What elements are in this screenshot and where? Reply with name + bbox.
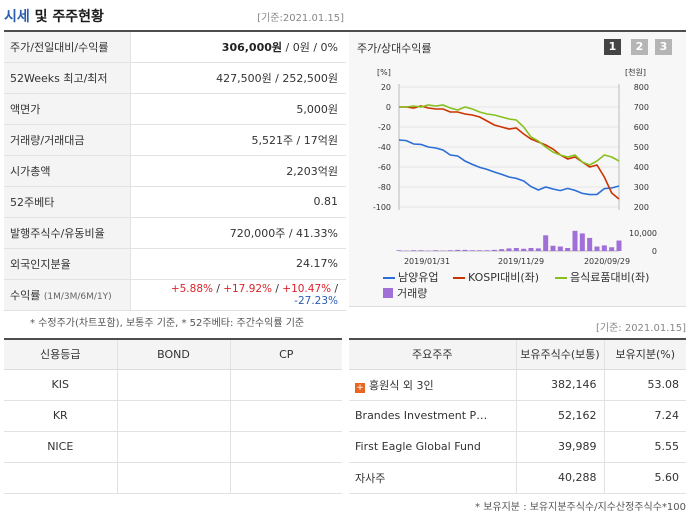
table-row: 시가총액 2,203억원 [4, 155, 346, 187]
left-tick-label: -20 [378, 123, 391, 132]
table-row: KR [4, 400, 342, 432]
right-tick-label: 400 [634, 163, 649, 172]
volume-bar [506, 248, 512, 251]
volume-bar [594, 246, 600, 251]
legend-item: 음식료품대비(좌) [555, 269, 649, 285]
return-3m: +17.92% [223, 282, 273, 295]
table-row: 발행주식수/유동비율 720,000주 / 41.33% [4, 217, 346, 249]
chart-tab-2[interactable]: 2 [631, 39, 648, 55]
left-tick-label: -100 [373, 203, 391, 212]
volume-bar [616, 240, 622, 251]
right-tick-label: 500 [634, 143, 649, 152]
volume-bar [396, 250, 402, 251]
x-tick-label: 2020/09/29 [584, 257, 630, 266]
left-tick-label: -60 [378, 163, 391, 172]
legend-item: 거래량 [383, 285, 427, 301]
volume-bar [447, 250, 453, 251]
volume-bar [484, 250, 490, 251]
price-table: 주가/전일대비/수익률 306,000원 / 0원 / 0% 52Weeks 최… [4, 32, 346, 311]
right-tick-label: 300 [634, 183, 649, 192]
volume-bar [491, 249, 497, 251]
volume-bar [543, 235, 549, 251]
price-note: * 수정주가(차트포함), 보통주 기준, * 52주베타: 주간수익률 기준 [30, 318, 305, 329]
left-tick-label: -80 [378, 183, 391, 192]
return-6m: +10.47% [282, 282, 332, 295]
table-row: 거래량/거래대금 5,521주 / 17억원 [4, 124, 346, 156]
expand-plus-icon[interactable]: + [355, 382, 365, 393]
table-row: Brandes Investment P… 52,162 7.24 [349, 400, 686, 432]
table-row: + 홍원식 외 3인 382,146 53.08 [349, 369, 686, 401]
base-date-2: [기준: 2021.01.15] [595, 323, 686, 334]
table-row [4, 462, 342, 494]
right-tick-label: 700 [634, 103, 649, 112]
volume-bar [521, 248, 527, 251]
section-header: 시세 및 주주현황 [기준:2021.01.15] [4, 6, 344, 28]
table-row: 외국인지분율 24.17% [4, 248, 346, 280]
volume-bar [601, 245, 607, 251]
x-tick-label: 2019/01/31 [404, 257, 450, 266]
right-axis-unit: [천원] [625, 67, 646, 77]
volume-bar [609, 247, 615, 251]
series-line [398, 139, 620, 196]
section-title: 시세 및 주주현황 [4, 9, 104, 25]
volume-tick-label: 10,000 [629, 229, 657, 238]
left-axis-unit: [%] [377, 68, 391, 77]
series-line [399, 104, 620, 166]
volume-bar [418, 250, 424, 251]
volume-tick-label: 0 [652, 247, 657, 256]
table-row: First Eagle Global Fund 39,989 5.55 [349, 431, 686, 463]
table-row: 52주베타 0.81 [4, 186, 346, 218]
top-rule [4, 30, 686, 32]
table-row: 자사주 40,288 5.60 [349, 462, 686, 494]
chart-tab-3[interactable]: 3 [655, 39, 672, 55]
legend-item: KOSPI대비(좌) [453, 269, 539, 285]
return-1m: +5.88% [170, 282, 213, 295]
right-tick-label: 800 [634, 83, 649, 92]
table-row: NICE [4, 431, 342, 463]
table-row: 액면가 5,000원 [4, 93, 346, 125]
credit-table: 신용등급 BOND CP KIS KR NICE [4, 338, 342, 494]
table-row: 52Weeks 최고/최저 427,500원 / 252,500원 [4, 62, 346, 94]
x-tick-label: 2019/11/29 [498, 257, 544, 266]
volume-bar [433, 250, 439, 251]
volume-bar [572, 230, 578, 251]
base-date: [기준:2021.01.15] [257, 13, 344, 24]
return-1y: -27.23% [294, 294, 338, 307]
chart-title: 주가/상대수익률 [357, 42, 432, 55]
right-tick-label: 600 [634, 123, 649, 132]
volume-bar [499, 249, 505, 251]
chart-panel: 주가/상대수익률 1 2 3 [%] [천원] 20 0 -20 -40 -60 -80 -10… [349, 32, 686, 307]
volume-bar [455, 249, 461, 251]
volume-bar [565, 248, 571, 251]
chart-tab-1[interactable]: 1 [604, 39, 621, 55]
legend-item: 남양유업 [383, 269, 438, 285]
left-tick-label: -40 [378, 143, 391, 152]
left-tick-label: 20 [381, 83, 391, 92]
returns-row: 수익률 (1M/3M/6M/1Y) +5.88% / +17.92% / +10… [4, 279, 346, 311]
right-tick-label: 200 [634, 203, 649, 212]
volume-bar [513, 248, 519, 251]
left-tick-label: 0 [386, 103, 391, 112]
series-line [399, 105, 620, 200]
volume-bar [587, 237, 593, 251]
stock-chart: [%] [천원]200-20-40-60-80-10080070060050040… [373, 67, 657, 266]
volume-bar [469, 250, 475, 251]
volume-bar [579, 233, 585, 251]
volume-bar [411, 250, 417, 251]
holder-table: 주요주주 보유주식수(보통) 보유지분(%) + 홍원식 외 3인 382,146… [349, 338, 686, 494]
volume-bar [535, 248, 541, 251]
volume-bar [528, 248, 534, 251]
volume-bar [557, 246, 563, 251]
holder-note: * 보유지분 : 보유지분주식수/지수산정주식수*100 [475, 502, 686, 513]
table-row: 주가/전일대비/수익률 306,000원 / 0원 / 0% [4, 32, 346, 63]
volume-bar [550, 245, 556, 251]
table-row: KIS [4, 369, 342, 401]
volume-bar [477, 250, 483, 251]
volume-bar [462, 249, 468, 251]
